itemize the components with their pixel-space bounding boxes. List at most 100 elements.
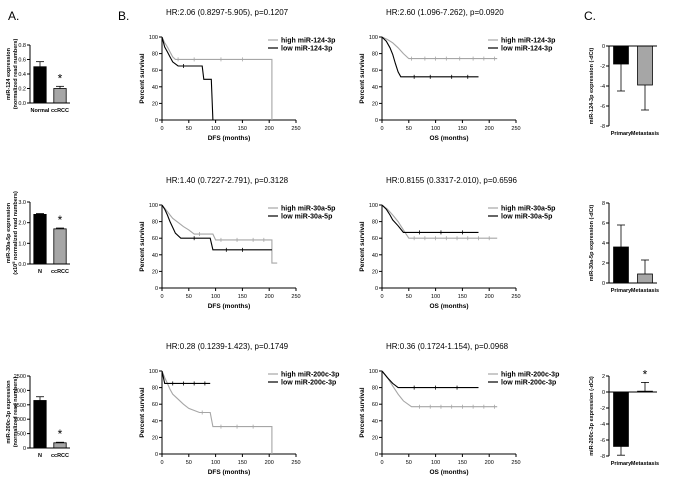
y-tick-label-3: 60 bbox=[152, 236, 158, 242]
bar-0 bbox=[33, 213, 47, 265]
y-axis-label: Percent survival bbox=[139, 387, 146, 437]
x-tick-label-1: 50 bbox=[406, 460, 412, 466]
y-tick-label-0: 0.0 bbox=[18, 262, 26, 268]
y-axis-label: miR-30a-5p expression bbox=[6, 202, 12, 263]
x-tick-label-1: 50 bbox=[406, 294, 412, 300]
y-tick-label-0: 0 bbox=[375, 452, 378, 458]
x-tick-label-2: 100 bbox=[211, 126, 220, 132]
km-plot-dfs-mir200c: HR:0.28 (0.1239-1.423), p=0.1749 0 50 100 15… bbox=[139, 342, 339, 476]
y-tick-label-2: 40 bbox=[372, 419, 378, 425]
x-tick-label-3: 150 bbox=[238, 126, 247, 132]
y-tick-label-5: 100 bbox=[149, 369, 158, 375]
x-tick-label-0: 0 bbox=[380, 126, 383, 132]
y-axis-label: miR-30a-5p expression (-dCt) bbox=[589, 205, 595, 282]
chart-title: HR:2.06 (0.8297-5.905), p=0.1207 bbox=[166, 8, 289, 17]
y-axis-label: Percent survival bbox=[359, 53, 366, 103]
bar-1 bbox=[637, 45, 653, 86]
category-label-0: Primary bbox=[611, 131, 632, 137]
legend-label-0: high miR-30a-5p bbox=[501, 206, 555, 213]
category-label-1: ccRCC bbox=[51, 269, 69, 275]
survival-curve-1 bbox=[381, 370, 479, 389]
y-axis-label-2: (normalized read numbers) bbox=[13, 39, 19, 110]
y-tick-label-1: 500 bbox=[17, 432, 26, 438]
y-tick-label-1: -6 bbox=[600, 438, 605, 444]
y-tick-label-4: 0.8 bbox=[18, 43, 26, 49]
y-axis-label: Percent survival bbox=[359, 387, 366, 437]
y-tick-label-3: 60 bbox=[152, 402, 158, 408]
y-axis-label: miR-200c-3p expression bbox=[6, 380, 12, 444]
km-plot-dfs-mir124: HR:2.06 (0.8297-5.905), p=0.1207 0 50 100 15… bbox=[139, 8, 335, 142]
y-tick-label-0: 0.0 bbox=[18, 101, 26, 107]
x-tick-label-4: 200 bbox=[265, 126, 274, 132]
bar-0 bbox=[33, 66, 47, 104]
y-tick-label-5: 100 bbox=[369, 369, 378, 375]
y-tick-label-4: 80 bbox=[152, 386, 158, 392]
y-axis-label: Percent survival bbox=[359, 221, 366, 271]
legend-label-0: high miR-124-3p bbox=[501, 38, 555, 45]
x-tick-label-4: 200 bbox=[265, 460, 274, 466]
bar-1 bbox=[53, 88, 67, 104]
x-axis-label: DFS (months) bbox=[208, 135, 251, 142]
x-axis-label: OS (months) bbox=[430, 303, 469, 310]
bar-chart-mir124-expression: Normal ccRCC 0.0 0.2 0.4 0.6 0.8 miR-124 expres… bbox=[6, 39, 70, 114]
x-tick-label-0: 0 bbox=[160, 460, 163, 466]
y-axis-label-2-prefix: (x10 bbox=[13, 264, 19, 275]
x-axis-label: OS (months) bbox=[430, 135, 469, 142]
x-tick-label-3: 150 bbox=[458, 126, 467, 132]
significance-star: * bbox=[58, 427, 63, 441]
x-tick-label-0: 0 bbox=[380, 460, 383, 466]
y-tick-label-5: 2500 bbox=[14, 374, 26, 380]
chart-title: HR:1.40 (0.7227-2.791), p=0.3128 bbox=[166, 176, 289, 185]
y-tick-label-3: 60 bbox=[152, 68, 158, 74]
y-tick-label-3: -2 bbox=[600, 406, 605, 412]
y-tick-label-2: 40 bbox=[152, 85, 158, 91]
bar-chart-mir30a-dct: Primary Metastasis 0 2 4 6 8 miR-30a-5p express… bbox=[589, 201, 659, 294]
y-tick-label-5: 2 bbox=[602, 374, 605, 380]
y-tick-label-2: 0.4 bbox=[18, 72, 26, 78]
bar-0 bbox=[613, 45, 629, 65]
x-tick-label-5: 250 bbox=[511, 294, 520, 300]
y-tick-label-2: 4 bbox=[602, 241, 605, 247]
y-axis-label: miR-200c-3p expression (-dCt) bbox=[589, 376, 595, 456]
y-tick-label-3: -2 bbox=[600, 64, 605, 70]
y-tick-label-5: 100 bbox=[149, 35, 158, 41]
panel-label-a: A. bbox=[8, 9, 19, 23]
significance-star: * bbox=[58, 213, 63, 227]
x-axis-label: DFS (months) bbox=[208, 469, 251, 476]
x-tick-label-1: 50 bbox=[186, 126, 192, 132]
category-label-0: Primary bbox=[611, 288, 632, 294]
y-tick-label-1: 2 bbox=[602, 261, 605, 267]
legend-label-0: high miR-200c-3p bbox=[501, 372, 559, 379]
bar-1 bbox=[53, 442, 67, 449]
y-tick-label-2: 40 bbox=[372, 85, 378, 91]
significance-star: * bbox=[643, 367, 648, 381]
y-tick-label-3: 60 bbox=[372, 236, 378, 242]
y-tick-label-1: 20 bbox=[372, 269, 378, 275]
km-plot-os-mir30a: HR:0.8155 (0.3317-2.010), p=0.6596 0 50 100… bbox=[359, 176, 555, 310]
y-tick-label-3: 3.0 bbox=[18, 200, 26, 206]
bar-0 bbox=[613, 391, 629, 447]
km-plot-os-mir200c: HR:0.36 (0.1724-1.154), p=0.0968 0 50 100 15… bbox=[359, 342, 559, 476]
survival-curve-1 bbox=[381, 36, 479, 78]
x-tick-label-3: 150 bbox=[238, 294, 247, 300]
y-tick-label-2: -4 bbox=[600, 84, 605, 90]
panel-label-b: B. bbox=[118, 9, 129, 23]
y-tick-label-1: 20 bbox=[372, 435, 378, 441]
survival-curve-0 bbox=[161, 36, 273, 120]
y-tick-label-2: 40 bbox=[152, 419, 158, 425]
x-tick-label-0: 0 bbox=[160, 294, 163, 300]
significance-star: * bbox=[58, 71, 63, 85]
y-tick-label-4: 80 bbox=[152, 220, 158, 226]
x-tick-label-4: 200 bbox=[485, 460, 494, 466]
category-label-1: Metastasis bbox=[631, 461, 659, 467]
x-tick-label-2: 100 bbox=[211, 294, 220, 300]
x-tick-label-4: 200 bbox=[485, 126, 494, 132]
y-tick-label-3: 1500 bbox=[14, 403, 26, 409]
x-tick-label-1: 50 bbox=[406, 126, 412, 132]
bar-1 bbox=[53, 228, 67, 265]
y-tick-label-1: 1.0 bbox=[18, 241, 26, 247]
chart-title: HR:0.36 (0.1724-1.154), p=0.0968 bbox=[386, 342, 509, 351]
category-label-1: Metastasis bbox=[631, 131, 659, 137]
category-label-1: Metastasis bbox=[631, 288, 659, 294]
